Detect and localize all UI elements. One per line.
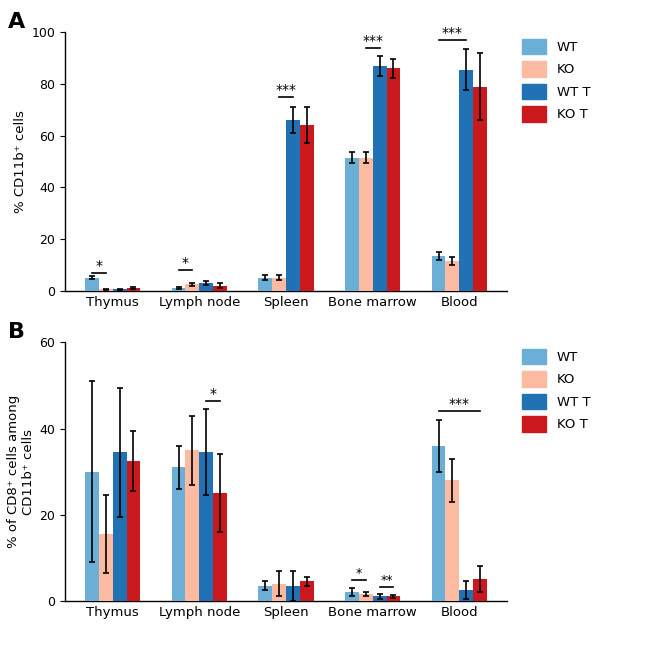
Bar <box>99 534 112 601</box>
Bar <box>112 289 127 291</box>
Bar <box>258 586 272 601</box>
Bar <box>99 289 112 291</box>
Bar <box>460 590 473 601</box>
Bar <box>372 66 387 291</box>
Bar <box>127 288 140 291</box>
Bar <box>112 452 127 601</box>
Bar <box>272 583 286 601</box>
Bar <box>127 461 140 601</box>
Bar <box>200 283 213 291</box>
Text: ***: *** <box>442 26 463 40</box>
Bar <box>345 158 359 291</box>
Bar <box>258 278 272 291</box>
Bar <box>387 596 400 601</box>
Text: ***: *** <box>362 34 383 48</box>
Text: ***: *** <box>276 83 296 97</box>
Bar <box>286 120 300 291</box>
Legend: WT, KO, WT T, KO T: WT, KO, WT T, KO T <box>523 39 590 121</box>
Bar <box>432 446 445 601</box>
Y-axis label: % of CD8⁺ cells among
CD11b⁺ cells: % of CD8⁺ cells among CD11b⁺ cells <box>7 395 35 548</box>
Bar <box>300 125 314 291</box>
Bar <box>185 450 200 601</box>
Bar <box>460 70 473 291</box>
Text: *: * <box>182 256 189 270</box>
Bar <box>185 284 200 291</box>
Text: B: B <box>8 322 25 342</box>
Text: ***: *** <box>449 397 470 412</box>
Bar <box>445 261 460 291</box>
Y-axis label: % CD11b⁺ cells: % CD11b⁺ cells <box>14 110 27 213</box>
Bar <box>213 286 227 291</box>
Bar <box>445 480 460 601</box>
Bar <box>432 256 445 291</box>
Text: *: * <box>356 567 362 580</box>
Bar <box>200 452 213 601</box>
Text: *: * <box>96 258 102 273</box>
Bar <box>85 278 99 291</box>
Text: A: A <box>8 12 25 32</box>
Bar <box>387 68 400 291</box>
Text: *: * <box>210 386 216 401</box>
Bar <box>213 493 227 601</box>
Bar <box>345 592 359 601</box>
Bar <box>473 579 487 601</box>
Bar <box>286 586 300 601</box>
Bar <box>172 467 185 601</box>
Bar <box>473 87 487 291</box>
Bar <box>272 278 286 291</box>
Bar <box>172 288 185 291</box>
Bar <box>300 581 314 601</box>
Bar <box>359 158 372 291</box>
Legend: WT, KO, WT T, KO T: WT, KO, WT T, KO T <box>523 349 590 432</box>
Bar <box>359 594 372 601</box>
Bar <box>372 596 387 601</box>
Bar <box>85 472 99 601</box>
Text: **: ** <box>380 574 393 587</box>
